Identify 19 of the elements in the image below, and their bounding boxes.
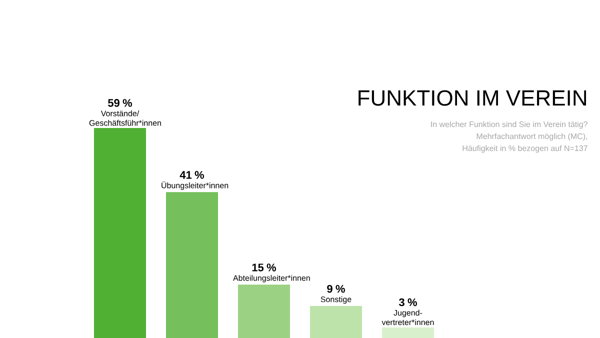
x-tick-label: Sonstige — [320, 296, 352, 304]
x-tick-label: Abteilungsleiter*innen — [233, 274, 310, 282]
text: Häufigkeit in % bezogen auf N=137 — [462, 145, 588, 153]
bar — [166, 192, 218, 338]
bar — [238, 284, 290, 338]
chart-title: FUNKTION IM VEREIN — [358, 90, 586, 106]
x-tick-label: Jugend-vertreter*innen — [382, 310, 434, 326]
data-label: 9 % — [327, 284, 345, 293]
bar — [94, 128, 146, 338]
text: In welcher Funktion sind Sie im Verein tätig? — [431, 121, 588, 129]
bar — [382, 327, 434, 338]
x-tick-label: Vorstände/ Geschäftsführ*innen — [89, 110, 161, 126]
bar — [310, 306, 362, 338]
x-tick-label: Übungsleiter*innen — [162, 182, 228, 190]
data-label: 59 % — [108, 99, 132, 107]
data-label: 41 % — [180, 171, 204, 179]
data-label: 15 % — [252, 264, 276, 272]
data-label: 3 % — [398, 298, 417, 306]
text: Mehrfachantwort möglich (MC), — [476, 133, 588, 141]
